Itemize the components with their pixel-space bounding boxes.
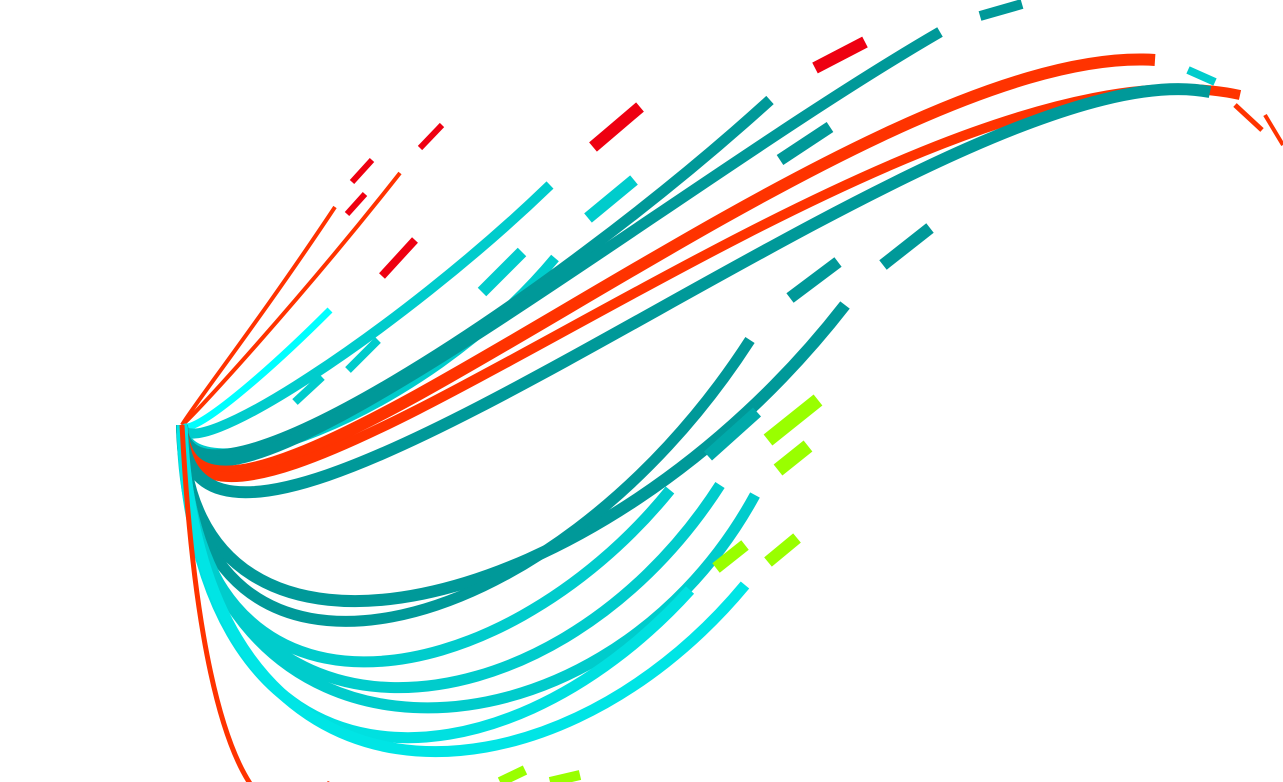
stripe xyxy=(176,424,750,758)
dash xyxy=(1233,103,1264,132)
stripe xyxy=(180,205,337,426)
stripe xyxy=(176,27,943,467)
dash xyxy=(978,0,1024,21)
dash xyxy=(1186,66,1217,86)
dash xyxy=(349,157,375,185)
stripe xyxy=(176,301,850,608)
dash xyxy=(292,374,325,405)
dash xyxy=(477,247,527,297)
stripe xyxy=(179,424,330,782)
dash xyxy=(763,394,823,446)
dash xyxy=(703,407,762,461)
dash xyxy=(548,770,582,782)
dash xyxy=(379,237,418,279)
dash xyxy=(879,223,934,270)
dash xyxy=(497,765,528,782)
dash xyxy=(1263,113,1283,147)
stripe xyxy=(177,181,554,439)
dash xyxy=(776,121,834,166)
dash xyxy=(417,122,445,151)
dash xyxy=(773,440,813,476)
dash xyxy=(589,102,644,152)
dash xyxy=(345,337,381,373)
dash xyxy=(584,175,638,223)
dash xyxy=(344,191,368,217)
dash xyxy=(786,257,842,303)
dash xyxy=(764,533,801,567)
stripe xyxy=(176,53,1156,478)
dash xyxy=(812,36,868,74)
dash xyxy=(712,540,749,573)
stripe xyxy=(176,83,1212,499)
stripe xyxy=(178,307,333,431)
stripe xyxy=(180,171,402,427)
